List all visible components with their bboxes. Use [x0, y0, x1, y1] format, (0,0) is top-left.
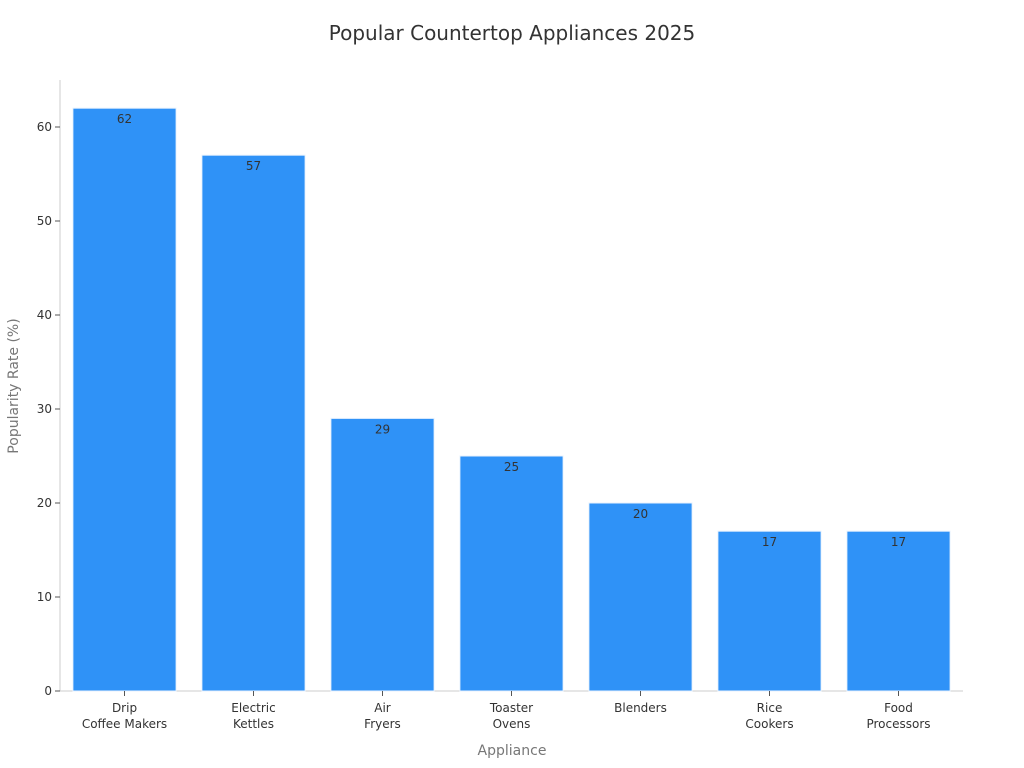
- x-tick-label: Drip: [112, 701, 137, 715]
- bar: [72, 107, 177, 692]
- chart-title: Popular Countertop Appliances 2025: [329, 21, 696, 45]
- x-tick-label: Electric: [231, 701, 275, 715]
- data-label: 57: [246, 159, 261, 173]
- y-tick-label: 60: [37, 120, 52, 134]
- y-tick-label: 40: [37, 308, 52, 322]
- plot-area: 0 10 20 30 40 50 60 62 Drip Coffee Makers 57 Electr…: [37, 80, 963, 731]
- x-tick-label: Toaster: [489, 701, 533, 715]
- bar: [330, 417, 435, 692]
- y-axis-label: Popularity Rate (%): [6, 318, 22, 453]
- data-label: 17: [762, 535, 777, 549]
- bar: [846, 530, 951, 692]
- x-tick-label: Cookers: [745, 717, 793, 731]
- y-tick-label: 30: [37, 402, 52, 416]
- data-label: 17: [891, 535, 906, 549]
- x-tick-label: Processors: [866, 717, 930, 731]
- x-tick-label: Food: [884, 701, 913, 715]
- data-label: 20: [633, 507, 648, 521]
- x-tick-label: Ovens: [493, 717, 531, 731]
- x-tick-label: Kettles: [233, 717, 274, 731]
- x-tick-label: Rice: [757, 701, 783, 715]
- y-tick-label: 20: [37, 496, 52, 510]
- data-label: 29: [375, 422, 390, 436]
- x-tick-label: Blenders: [614, 701, 667, 715]
- x-axis-label: Appliance: [478, 743, 547, 759]
- x-tick-label: Fryers: [364, 717, 401, 731]
- y-tick-label: 0: [44, 684, 52, 698]
- bar: [459, 455, 564, 692]
- bar: [588, 502, 693, 692]
- bar: [717, 530, 822, 692]
- data-label: 62: [117, 112, 132, 126]
- x-tick-label: Air: [374, 701, 391, 715]
- data-label: 25: [504, 460, 519, 474]
- x-tick-label: Coffee Makers: [82, 717, 167, 731]
- bar: [201, 154, 306, 692]
- y-tick-label: 10: [37, 590, 52, 604]
- y-tick-label: 50: [37, 214, 52, 228]
